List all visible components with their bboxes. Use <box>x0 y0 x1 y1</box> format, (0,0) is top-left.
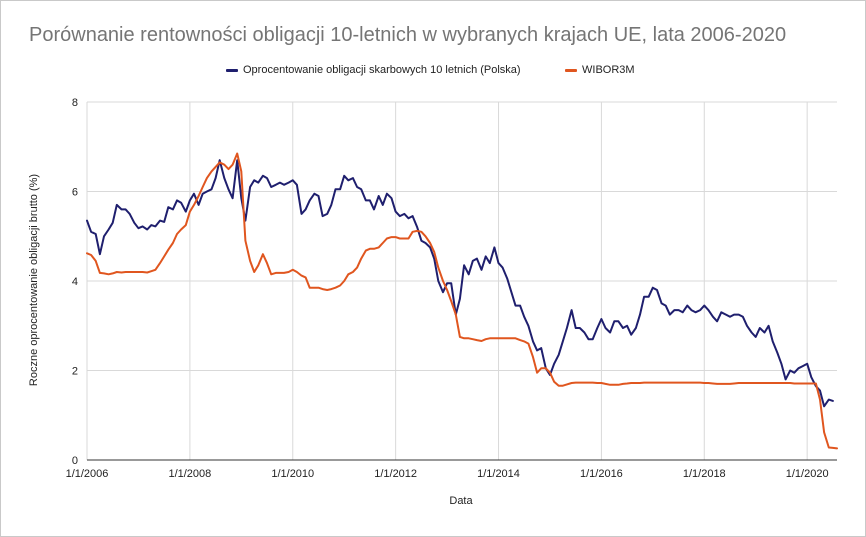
y-tick-label: 0 <box>72 455 78 467</box>
x-tick-label: 1/1/2020 <box>786 468 829 480</box>
gridlines <box>86 101 837 460</box>
x-tick-label: 1/1/2014 <box>477 468 520 480</box>
y-tick-labels: 0 2 4 6 8 <box>72 97 78 467</box>
x-tick-label: 1/1/2008 <box>168 468 211 480</box>
x-axis-title: Data <box>449 495 473 507</box>
x-tick-label: 1/1/2010 <box>271 468 314 480</box>
legend-swatch-series-1 <box>226 69 238 72</box>
y-tick-label: 6 <box>72 187 78 199</box>
x-tick-label: 1/1/2018 <box>683 468 726 480</box>
y-axis-title: Roczne oprocentowanie obligacji brutto (… <box>28 174 40 386</box>
series-line-1 <box>86 159 834 408</box>
y-tick-label: 2 <box>72 366 78 378</box>
x-tick-label: 1/1/2016 <box>580 468 623 480</box>
chart-title: Porównanie rentowności obligacji 10-letn… <box>29 24 787 46</box>
x-tick-label: 1/1/2006 <box>66 468 109 480</box>
legend-label-series-2: WIBOR3M <box>582 64 635 76</box>
x-tick-label: 1/1/2012 <box>374 468 417 480</box>
y-tick-label: 4 <box>72 276 78 288</box>
legend-label-series-1: Oprocentowanie obligacji skarbowych 10 l… <box>243 64 521 76</box>
x-tick-labels: 1/1/2006 1/1/2008 1/1/2010 1/1/2012 1/1/2014… <box>66 468 829 480</box>
series-lines <box>86 152 838 450</box>
series-line-2 <box>86 152 838 450</box>
legend-swatch-series-2 <box>565 69 577 72</box>
y-tick-label: 8 <box>72 97 78 109</box>
